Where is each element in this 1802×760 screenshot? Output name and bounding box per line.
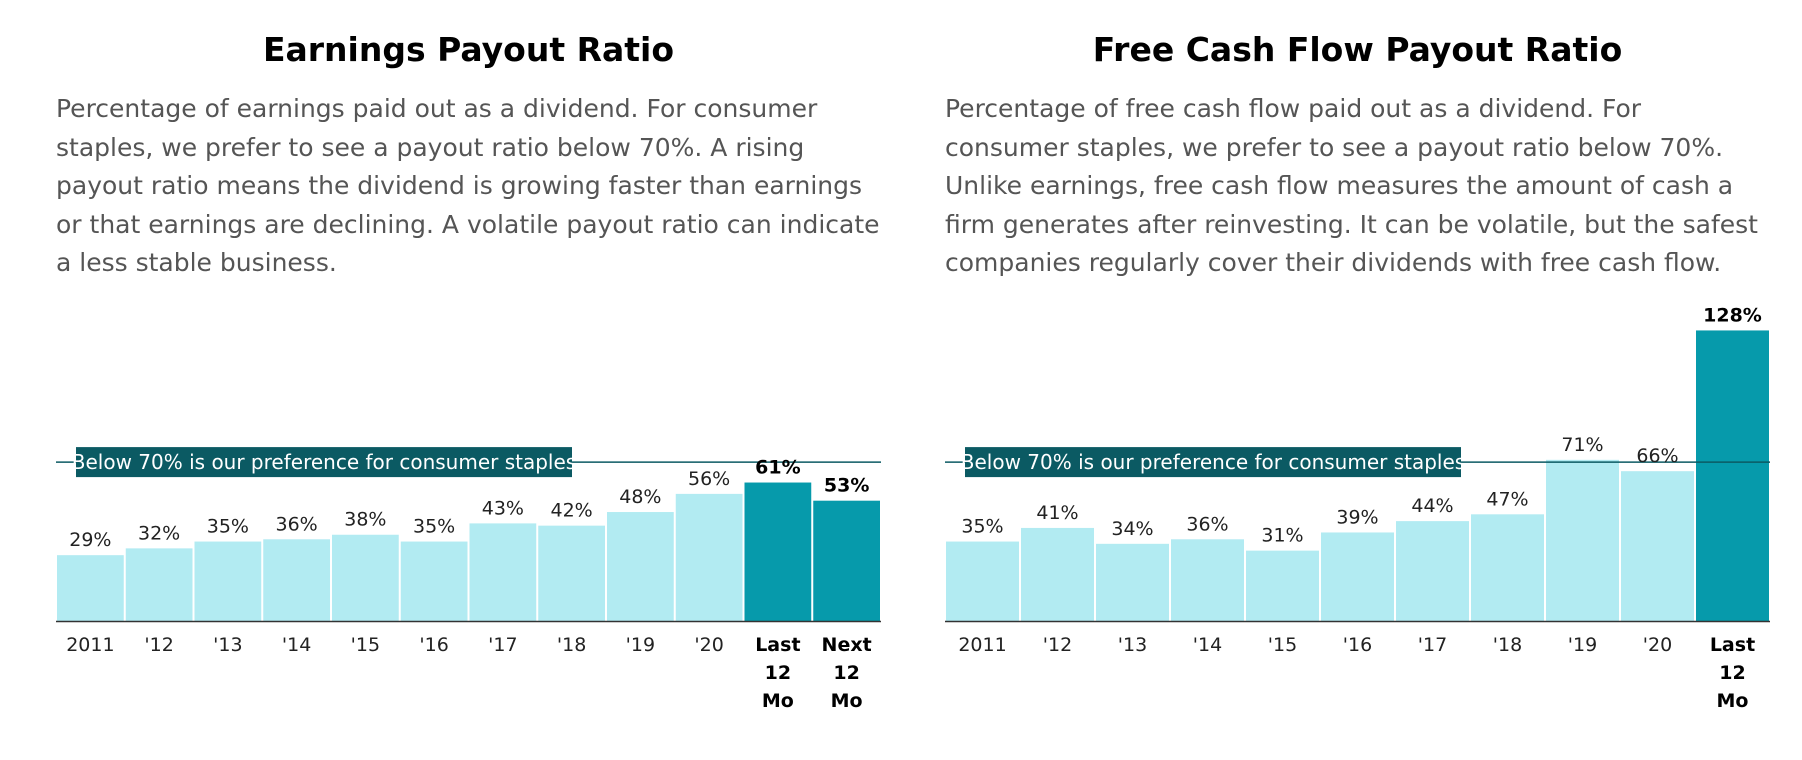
bar-10: [1696, 330, 1769, 621]
category-label-0: 2011: [66, 634, 114, 656]
value-label-9: 56%: [688, 468, 730, 490]
value-label-1: 32%: [138, 522, 180, 544]
reference-label-bg: [76, 447, 572, 478]
bar-6: [1396, 521, 1469, 621]
bar-3: [263, 539, 330, 621]
value-label-0: 35%: [961, 516, 1003, 538]
earnings-payout-panel: Earnings Payout Ratio Percentage of earn…: [56, 0, 881, 760]
bar-8: [607, 512, 674, 621]
bar-10: [744, 482, 812, 621]
value-label-10: 61%: [755, 457, 800, 479]
bar-7: [1471, 514, 1544, 621]
category-label-10: Last 12 Mo: [755, 634, 800, 712]
value-label-8: 71%: [1561, 434, 1603, 456]
category-label-11: Next 12 Mo: [822, 634, 872, 712]
chart-description: Percentage of earnings paid out as a div…: [56, 94, 880, 277]
category-label-9: '20: [694, 634, 723, 656]
value-label-7: 47%: [1486, 488, 1528, 510]
category-label-10: Last 12 Mo: [1710, 634, 1755, 712]
category-label-8: '19: [626, 634, 655, 656]
category-label-0: 2011: [958, 634, 1006, 656]
value-label-7: 42%: [551, 500, 593, 522]
category-label-5: '16: [419, 634, 448, 656]
value-label-0: 29%: [69, 529, 111, 551]
value-label-4: 31%: [1261, 525, 1303, 547]
value-label-2: 34%: [1111, 518, 1153, 540]
category-label-3: '14: [282, 634, 311, 656]
bar-5: [400, 541, 468, 621]
bar-1: [1021, 527, 1094, 621]
category-label-6: '17: [488, 634, 517, 656]
category-label-7: '18: [1493, 634, 1522, 656]
category-label-5: '16: [1343, 634, 1372, 656]
value-label-5: 35%: [413, 516, 455, 538]
value-label-11: 53%: [824, 475, 869, 497]
bar-9: [675, 493, 743, 621]
value-label-9: 66%: [1636, 445, 1678, 467]
value-label-10: 128%: [1703, 304, 1762, 326]
fcf-payout-panel: Free Cash Flow Payout Ratio Percentage o…: [945, 0, 1770, 760]
value-label-4: 38%: [344, 509, 386, 531]
value-label-5: 39%: [1336, 506, 1378, 528]
bar-8: [1546, 459, 1619, 621]
category-label-7: '18: [557, 634, 586, 656]
bar-2: [1096, 543, 1169, 621]
chart-title: Earnings Payout Ratio: [262, 30, 675, 69]
bar-4: [332, 534, 399, 621]
category-label-4: '15: [1268, 634, 1297, 656]
chart-description: Percentage of free cash flow paid out as…: [945, 94, 1758, 277]
category-label-4: '15: [351, 634, 380, 656]
chart-title: Free Cash Flow Payout Ratio: [1092, 30, 1623, 69]
value-label-3: 36%: [1186, 513, 1228, 535]
value-label-3: 36%: [276, 513, 318, 535]
fcf-payout-chart: Below 70% is our preference for consumer…: [945, 304, 1770, 712]
bar-1: [125, 548, 193, 621]
bar-9: [1621, 471, 1694, 621]
reference-label: Below 70% is our preference for consumer…: [72, 450, 576, 474]
bar-5: [1321, 532, 1394, 621]
bar-3: [1171, 539, 1244, 621]
category-label-6: '17: [1418, 634, 1447, 656]
reference-label: Below 70% is our preference for consumer…: [961, 450, 1465, 474]
bar-11: [813, 500, 880, 621]
category-label-1: '12: [144, 634, 173, 656]
earnings-payout-chart: Below 70% is our preference for consumer…: [56, 447, 881, 712]
value-label-2: 35%: [207, 516, 249, 538]
reference-label-bg: [965, 447, 1461, 478]
category-label-1: '12: [1043, 634, 1072, 656]
category-label-2: '13: [213, 634, 242, 656]
bar-0: [57, 555, 124, 621]
bar-0: [946, 541, 1019, 621]
value-label-6: 44%: [1411, 495, 1453, 517]
value-label-1: 41%: [1036, 502, 1078, 524]
bar-4: [1246, 550, 1319, 621]
category-label-2: '13: [1118, 634, 1147, 656]
bar-6: [469, 523, 537, 621]
category-label-3: '14: [1193, 634, 1222, 656]
value-label-6: 43%: [482, 497, 524, 519]
bar-7: [538, 525, 605, 621]
value-label-8: 48%: [619, 486, 661, 508]
bar-2: [194, 541, 262, 621]
category-label-9: '20: [1643, 634, 1672, 656]
category-label-8: '19: [1568, 634, 1597, 656]
